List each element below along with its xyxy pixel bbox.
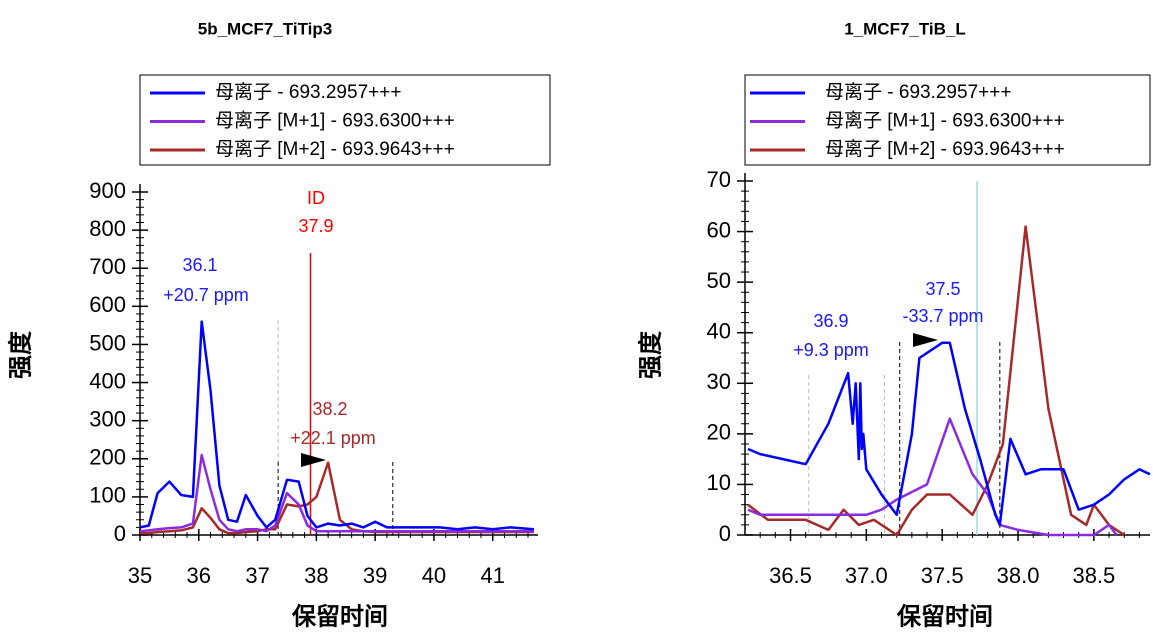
series-line bbox=[747, 417, 1118, 537]
series-line bbox=[747, 341, 1151, 527]
x-axis-label: 保留时间 bbox=[291, 603, 388, 630]
y-tick-label: 60 bbox=[707, 217, 731, 242]
x-tick-label: 37.5 bbox=[921, 563, 964, 588]
y-tick-label: 400 bbox=[89, 368, 126, 393]
y-tick-label: 300 bbox=[89, 406, 126, 431]
y-tick-label: 800 bbox=[89, 216, 126, 241]
y-tick-label: 100 bbox=[89, 483, 126, 508]
annotation: 38.2 bbox=[312, 399, 347, 419]
y-tick-label: 700 bbox=[89, 254, 126, 279]
x-tick-label: 38 bbox=[304, 563, 328, 588]
arrow-marker bbox=[913, 333, 938, 347]
chart-title: 5b_MCF7_TiTip3 bbox=[198, 19, 332, 38]
x-tick-label: 35 bbox=[128, 563, 152, 588]
legend-label: 母离子 - 693.2957+++ bbox=[215, 81, 401, 103]
annotation: +22.1 ppm bbox=[290, 428, 376, 448]
series-line bbox=[139, 320, 535, 531]
annotation: -33.7 ppm bbox=[902, 306, 983, 326]
x-tick-label: 38.5 bbox=[1072, 563, 1115, 588]
arrow-marker bbox=[301, 453, 326, 467]
annotation: 37.5 bbox=[925, 279, 960, 299]
legend-label: 母离子 [M+2] - 693.9643+++ bbox=[825, 138, 1065, 160]
x-tick-label: 37 bbox=[245, 563, 269, 588]
legend-box bbox=[744, 74, 1151, 166]
y-tick-label: 0 bbox=[719, 521, 731, 546]
annotation: +9.3 ppm bbox=[793, 340, 869, 360]
legend-label: 母离子 [M+1] - 693.6300+++ bbox=[825, 110, 1065, 132]
chart-title: 1_MCF7_TiB_L bbox=[844, 19, 966, 38]
series-line bbox=[747, 225, 1125, 537]
annotation: 36.9 bbox=[813, 311, 848, 331]
y-tick-label: 40 bbox=[707, 319, 731, 344]
y-tick-label: 30 bbox=[707, 369, 731, 394]
x-tick-label: 36 bbox=[187, 563, 211, 588]
x-tick-label: 40 bbox=[422, 563, 446, 588]
annotation: +20.7 ppm bbox=[163, 285, 249, 305]
y-tick-label: 10 bbox=[707, 470, 731, 495]
y-tick-label: 0 bbox=[114, 521, 126, 546]
y-tick-label: 500 bbox=[89, 330, 126, 355]
y-axis-label: 强度 bbox=[636, 330, 664, 379]
legend-label: 母离子 [M+1] - 693.6300+++ bbox=[215, 110, 455, 132]
x-axis-label: 保留时间 bbox=[896, 603, 993, 630]
x-tick-label: 41 bbox=[480, 563, 504, 588]
legend-label: 母离子 [M+2] - 693.9643+++ bbox=[215, 138, 455, 160]
annotation: ID bbox=[307, 188, 325, 208]
legend-box bbox=[139, 74, 551, 166]
y-tick-label: 600 bbox=[89, 292, 126, 317]
x-tick-label: 39 bbox=[363, 563, 387, 588]
y-tick-label: 70 bbox=[707, 167, 731, 192]
series-line bbox=[139, 453, 534, 533]
annotation: 37.9 bbox=[298, 216, 333, 236]
y-tick-label: 900 bbox=[89, 178, 126, 203]
y-axis-label: 强度 bbox=[6, 330, 34, 379]
x-tick-label: 37.0 bbox=[845, 563, 888, 588]
legend-label: 母离子 - 693.2957+++ bbox=[825, 81, 1011, 103]
y-tick-label: 20 bbox=[707, 420, 731, 445]
x-tick-label: 38.0 bbox=[997, 563, 1040, 588]
x-tick-label: 36.5 bbox=[769, 563, 812, 588]
y-tick-label: 200 bbox=[89, 445, 126, 470]
annotation: 36.1 bbox=[182, 255, 217, 275]
y-tick-label: 50 bbox=[707, 268, 731, 293]
